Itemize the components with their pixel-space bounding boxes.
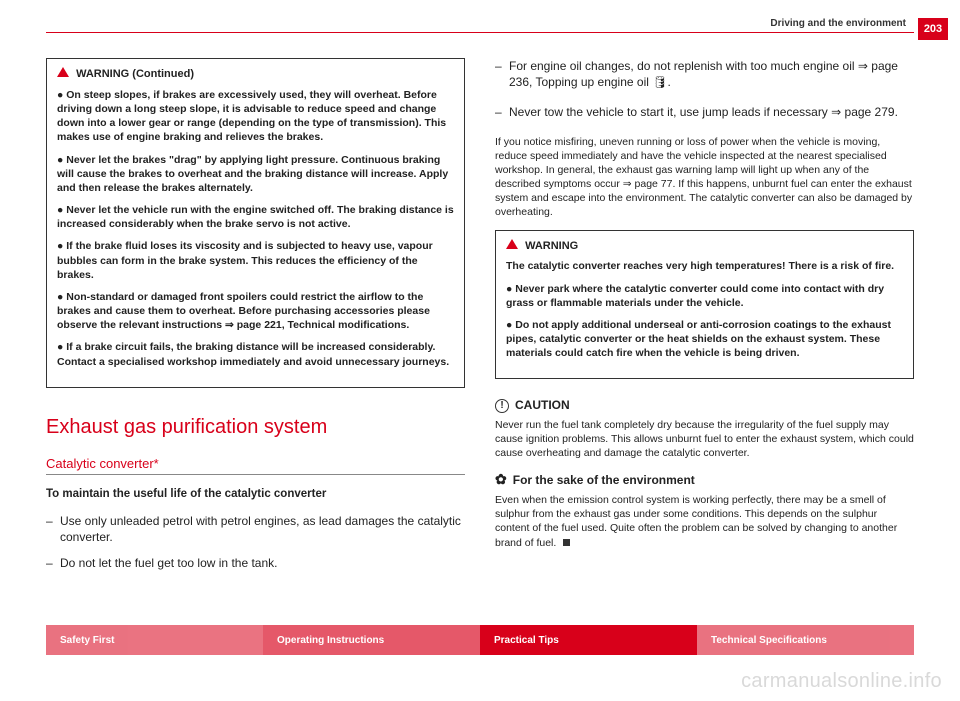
end-mark-icon: [563, 539, 570, 546]
warning-item: ● Non-standard or damaged front spoilers…: [57, 290, 454, 333]
list-item: Never tow the vehicle to start it, use j…: [495, 104, 914, 120]
warning-item: ● Never park where the catalytic convert…: [506, 282, 903, 310]
left-column: WARNING (Continued) ● On steep slopes, i…: [46, 58, 465, 615]
list-item: Use only unleaded petrol with petrol eng…: [46, 513, 465, 545]
warning-item: The catalytic converter reaches very hig…: [506, 259, 903, 273]
watermark: carmanualsonline.info: [741, 670, 942, 693]
warning-continued-body: ● On steep slopes, if brakes are excessi…: [57, 88, 454, 369]
chapter-title: Driving and the environment: [770, 18, 906, 29]
section-heading: Exhaust gas purification system: [46, 414, 465, 441]
warning-item: ● If the brake fluid loses its viscosity…: [57, 239, 454, 282]
warning-icon: [506, 239, 518, 249]
environment-head: ✿ For the sake of the environment: [495, 470, 914, 489]
warning-item: ● If a brake circuit fails, the braking …: [57, 340, 454, 368]
content-columns: WARNING (Continued) ● On steep slopes, i…: [46, 58, 914, 615]
warning-item: ● Never let the brakes "drag" by applyin…: [57, 153, 454, 196]
footer-technical-specs: Technical Specifications: [697, 625, 914, 655]
caution-text: Never run the fuel tank completely dry b…: [495, 418, 914, 461]
misfiring-paragraph: If you notice misfiring, uneven running …: [495, 135, 914, 220]
warning-box: WARNING The catalytic converter reaches …: [495, 230, 914, 380]
environment-text: Even when the emission control system is…: [495, 493, 914, 550]
footer-operating-instructions: Operating Instructions: [263, 625, 480, 655]
header-rule: [46, 32, 914, 33]
footer-safety-first: Safety First: [46, 625, 263, 655]
environment-text-span: Even when the emission control system is…: [495, 494, 897, 549]
subsection-rule: [46, 474, 465, 475]
warning-body: The catalytic converter reaches very hig…: [506, 259, 903, 360]
environment-icon: ✿: [495, 470, 507, 489]
subsection-heading: Catalytic converter*: [46, 455, 465, 473]
warning-item: ● On steep slopes, if brakes are excessi…: [57, 88, 454, 145]
page-number-badge: 203: [918, 18, 948, 40]
list-item: For engine oil changes, do not replenish…: [495, 58, 914, 90]
environment-title: For the sake of the environment: [513, 472, 695, 488]
warning-continued-head: WARNING (Continued): [57, 67, 454, 82]
caution-head: ! CAUTION: [495, 397, 914, 413]
warning-item: ● Do not apply additional underseal or a…: [506, 318, 903, 361]
warning-title: WARNING: [525, 240, 578, 252]
warning-head: WARNING: [506, 239, 903, 254]
warning-continued-title: WARNING (Continued): [76, 68, 194, 80]
right-column: For engine oil changes, do not replenish…: [495, 58, 914, 615]
lead-line: To maintain the useful life of the catal…: [46, 487, 465, 503]
warning-icon: [57, 67, 69, 77]
footer-nav: Safety First Operating Instructions Prac…: [46, 625, 914, 655]
footer-practical-tips: Practical Tips: [480, 625, 697, 655]
right-top-list: For engine oil changes, do not replenish…: [495, 58, 914, 121]
maintain-list: Use only unleaded petrol with petrol eng…: [46, 513, 465, 572]
warning-item: ● Never let the vehicle run with the eng…: [57, 203, 454, 231]
caution-title: CAUTION: [515, 397, 570, 413]
list-item: Do not let the fuel get too low in the t…: [46, 555, 465, 571]
caution-icon: !: [495, 399, 509, 413]
warning-continued-box: WARNING (Continued) ● On steep slopes, i…: [46, 58, 465, 388]
